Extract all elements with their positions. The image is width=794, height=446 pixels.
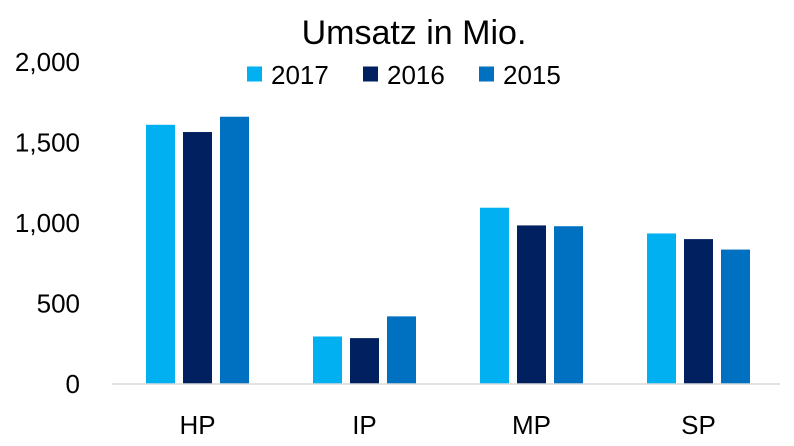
legend-swatch bbox=[247, 66, 262, 82]
x-category-label: HP bbox=[179, 410, 215, 440]
legend-label: 2017 bbox=[271, 60, 329, 90]
y-tick-label: 2,000 bbox=[15, 47, 80, 77]
bar-ip-2016 bbox=[350, 338, 379, 384]
bar-sp-2017 bbox=[647, 233, 676, 384]
legend-swatch bbox=[479, 66, 494, 82]
legend-item-2017: 2017 bbox=[247, 60, 329, 90]
bar-mp-2017 bbox=[480, 207, 509, 384]
legend-item-2016: 2016 bbox=[363, 60, 445, 90]
legend-label: 2016 bbox=[387, 60, 445, 90]
y-tick-label: 1,000 bbox=[15, 208, 80, 238]
y-axis: 0 500 1,000 1,500 2,000 bbox=[15, 47, 80, 399]
legend-swatch bbox=[363, 66, 378, 82]
y-tick-label: 500 bbox=[37, 289, 80, 319]
x-category-label: MP bbox=[512, 410, 551, 440]
bar-mp-2015 bbox=[554, 226, 583, 384]
legend-item-2015: 2015 bbox=[479, 60, 561, 90]
bars bbox=[146, 116, 750, 385]
bar-ip-2017 bbox=[313, 336, 342, 384]
y-tick-label: 0 bbox=[66, 369, 80, 399]
bar-mp-2016 bbox=[517, 225, 546, 384]
y-tick-label: 1,500 bbox=[15, 128, 80, 158]
x-category-label: IP bbox=[352, 410, 377, 440]
legend-label: 2015 bbox=[503, 60, 561, 90]
bar-hp-2016 bbox=[183, 132, 212, 384]
bar-hp-2017 bbox=[146, 124, 175, 384]
legend: 2017 2016 2015 bbox=[247, 60, 561, 90]
bar-sp-2016 bbox=[684, 239, 713, 384]
chart-title: Umsatz in Mio. bbox=[302, 14, 527, 52]
bar-ip-2015 bbox=[387, 316, 416, 384]
bar-hp-2015 bbox=[220, 116, 249, 385]
x-category-label: SP bbox=[681, 410, 716, 440]
bar-sp-2015 bbox=[721, 249, 750, 384]
x-axis: HP IP MP SP bbox=[179, 410, 715, 440]
